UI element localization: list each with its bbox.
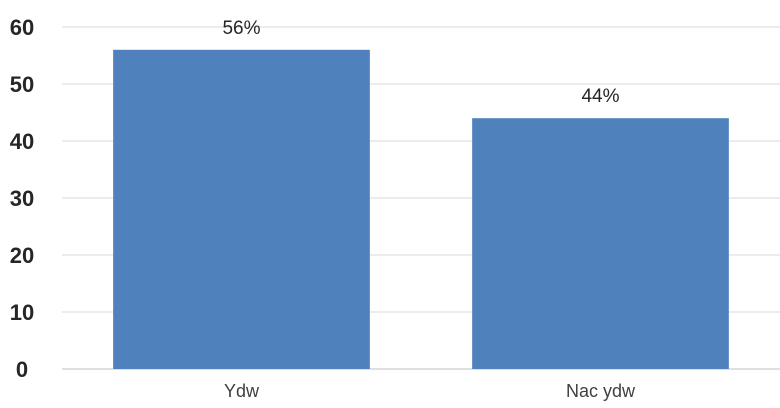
y-tick-label: 60: [10, 15, 34, 40]
y-tick-label: 20: [10, 243, 34, 268]
bars: [113, 49, 729, 370]
data-label: 44%: [581, 86, 619, 107]
x-axis-labels: Ydw Nac ydw: [224, 381, 636, 401]
y-axis-labels: 0 10 20 30 40 50 60: [10, 15, 34, 382]
bar-nac-ydw: [472, 118, 729, 369]
y-tick-label: 10: [10, 300, 34, 325]
y-tick-label: 40: [10, 129, 34, 154]
bar-ydw: [113, 49, 370, 370]
data-label: 56%: [222, 18, 260, 39]
x-tick-label: Nac ydw: [566, 381, 636, 401]
x-tick-label: Ydw: [224, 381, 260, 401]
y-tick-label: 30: [10, 186, 34, 211]
data-labels: 56% 44%: [222, 18, 619, 107]
y-tick-label: 50: [10, 72, 34, 97]
y-tick-label: 0: [16, 357, 28, 382]
